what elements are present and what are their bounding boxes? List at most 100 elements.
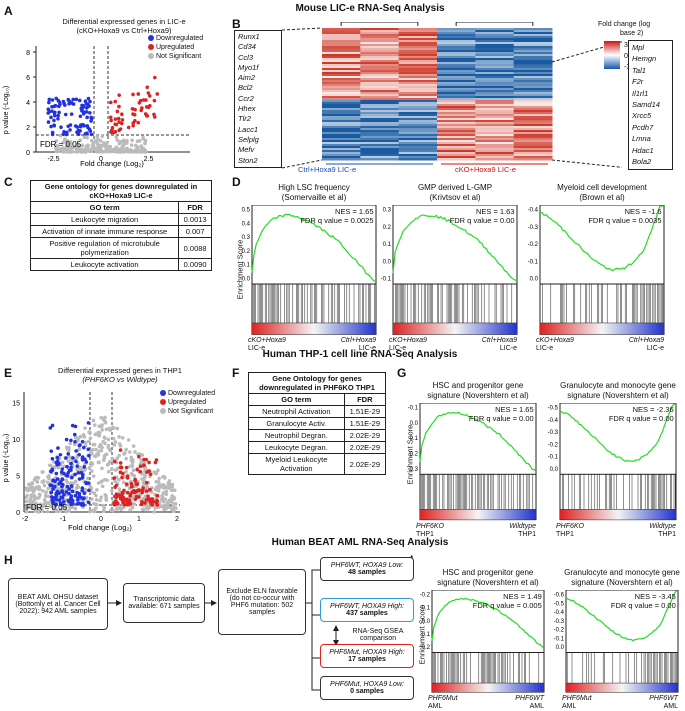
heatmap-cell: [322, 146, 361, 149]
data-point: [88, 436, 93, 440]
heatmap-cell: [437, 146, 476, 149]
data-point: [63, 112, 68, 117]
data-point: [144, 98, 148, 102]
data-point: [28, 504, 32, 509]
heatmap-cell: [360, 154, 400, 157]
data-point: [108, 100, 113, 105]
heatmap-cell: [513, 68, 553, 71]
data-point: [65, 464, 69, 469]
fdr-value: FDR q value = 0.005: [472, 601, 542, 610]
heatmap-cell: [513, 78, 553, 81]
heatmap-cell: [513, 146, 553, 149]
data-point: [88, 430, 92, 435]
heatmap-cell: [513, 94, 553, 97]
data-point: [62, 493, 66, 497]
heatmap-cell: [360, 56, 400, 59]
group-label-ctrl: Ctrl+Hoxa9 LIC-e: [298, 165, 357, 174]
data-point: [52, 118, 56, 123]
data-point: [118, 444, 123, 448]
heatmap-cell: [475, 130, 515, 133]
heatmap-cell: [398, 140, 438, 143]
data-point: [131, 112, 135, 116]
colorbar-tick-neg3: -3: [624, 62, 630, 73]
data-point: [106, 469, 111, 474]
data-point: [64, 505, 68, 510]
data-point: [138, 98, 143, 103]
gsea-title-line2: signature (Novershtern et al): [567, 391, 669, 400]
data-point: [84, 481, 89, 486]
data-point: [152, 98, 157, 103]
tick-label: 15: [12, 401, 20, 408]
tick-label: 10: [12, 437, 20, 444]
heatmap-cell: [513, 98, 553, 101]
data-point: [83, 426, 87, 430]
gsea-title: Granulocyte and monocyte gene signature (…: [556, 568, 685, 588]
tick-label: 0.1: [422, 632, 431, 638]
gsea-right-label-line1: PHF6WT: [649, 695, 678, 703]
gsea-stats: NES = 1.65 FDR q value = 0.00: [452, 405, 534, 423]
data-point: [114, 122, 119, 127]
heatmap-cell: [513, 82, 553, 85]
data-point: [87, 439, 91, 444]
data-point: [147, 505, 152, 510]
data-point: [65, 149, 69, 154]
heatmap-cell: [398, 146, 438, 149]
data-point: [80, 488, 85, 493]
data-point: [74, 449, 78, 453]
gsea-right-label-line2: THP1: [658, 530, 676, 538]
heatmap-cell: [475, 60, 515, 63]
data-point: [116, 116, 121, 121]
tick-label: -0.1: [554, 636, 565, 642]
data-point: [106, 462, 111, 467]
heatmap-cell: [322, 94, 361, 97]
data-point: [131, 123, 135, 128]
heatmap-cell: [398, 32, 438, 35]
heatmap-cell: [437, 72, 476, 75]
heatmap-cell: [360, 48, 400, 51]
heatmap-cell: [475, 98, 515, 101]
data-point: [86, 447, 90, 452]
data-point: [69, 461, 73, 466]
tick-label: -0.1: [381, 277, 392, 283]
heatmap-cell: [437, 62, 476, 65]
heatmap-cell: [398, 158, 438, 161]
heatmap-cell: [360, 118, 400, 121]
data-point: [35, 475, 40, 480]
heatmap-cell: [398, 72, 438, 75]
data-point: [156, 468, 160, 473]
heatmap-cell: [398, 52, 438, 55]
tick-label: -0.1: [548, 455, 559, 461]
data-point: [65, 480, 70, 485]
data-point: [170, 494, 174, 498]
heatmap-cell: [475, 58, 515, 61]
flow-group-line1: PHF6WT, HOXA9 High:: [329, 603, 405, 610]
tick-label: -0.1: [528, 259, 539, 265]
data-point: [129, 458, 134, 463]
heatmap-cell: [513, 42, 553, 45]
heatmap-cell: [322, 88, 361, 91]
flow-box-exclude: Exclude ELN favorable (do not co-occur w…: [218, 569, 306, 635]
gsea-right-label-line2: THP1: [518, 530, 536, 538]
gsea-left-label-line1: PHF6KO: [416, 522, 445, 530]
gsea-stats: NES = -1.6 FDR q value = 0.0035: [575, 207, 661, 225]
volcano-plot-e: p value (-Log₁₀) 0 5 10 15 -2 -1 0 1 2 FDR = 0.…: [3, 392, 180, 532]
panel-letter-b: B: [232, 17, 241, 31]
heatmap-cell: [360, 102, 400, 105]
data-point: [55, 477, 60, 481]
data-point: [147, 460, 151, 465]
fdr-value: FDR q value = 0.00: [610, 601, 676, 610]
data-point: [93, 432, 98, 437]
data-point: [131, 473, 136, 478]
data-point: [105, 147, 109, 152]
data-point: [77, 452, 82, 457]
data-point: [31, 500, 36, 505]
heatmap-cell: [360, 74, 400, 77]
heatmap-cell: [398, 150, 438, 153]
data-point: [80, 439, 85, 444]
heatmap-cell: [398, 30, 438, 33]
gsea-stats: NES = -3.45 FDR q value = 0.00: [597, 592, 676, 610]
heatmap-cell: [398, 108, 438, 111]
tick-label: 0.2: [422, 645, 431, 651]
volcano-plot-a: p value (-Log₁₀) 0 2 4 6 8 -2.5 0 2.5 FDR = 0.…: [3, 46, 190, 168]
nes-value: NES = 1.65: [334, 207, 374, 216]
